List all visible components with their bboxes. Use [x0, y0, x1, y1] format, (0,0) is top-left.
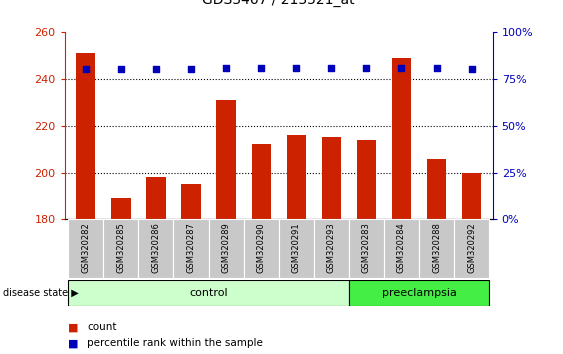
- Bar: [216, 100, 236, 219]
- Point: [222, 65, 231, 70]
- Point: [186, 67, 195, 72]
- Bar: [349, 280, 489, 306]
- Point: [292, 65, 301, 70]
- Point: [151, 67, 160, 72]
- Bar: [138, 219, 173, 278]
- Bar: [252, 144, 271, 219]
- Text: GSM320283: GSM320283: [362, 222, 371, 273]
- Bar: [384, 219, 419, 278]
- Bar: [146, 177, 166, 219]
- Text: preeclampsia: preeclampsia: [382, 288, 457, 298]
- Text: GSM320293: GSM320293: [327, 222, 336, 273]
- Point: [117, 67, 126, 72]
- Bar: [427, 159, 446, 219]
- Bar: [392, 58, 411, 219]
- Bar: [419, 219, 454, 278]
- Text: GDS3467 / 213521_at: GDS3467 / 213521_at: [202, 0, 355, 7]
- Text: GSM320287: GSM320287: [186, 222, 195, 273]
- Text: control: control: [189, 288, 228, 298]
- Text: GSM320292: GSM320292: [467, 222, 476, 273]
- Bar: [244, 219, 279, 278]
- Text: GSM320285: GSM320285: [117, 222, 126, 273]
- Point: [81, 67, 90, 72]
- Point: [257, 65, 266, 70]
- Bar: [349, 219, 384, 278]
- Bar: [76, 53, 96, 219]
- Text: GSM320290: GSM320290: [257, 222, 266, 273]
- Point: [327, 65, 336, 70]
- Bar: [111, 198, 131, 219]
- Bar: [181, 184, 200, 219]
- Bar: [104, 219, 138, 278]
- Point: [397, 65, 406, 70]
- Point: [467, 67, 476, 72]
- Text: ■: ■: [68, 322, 78, 332]
- Point: [432, 65, 441, 70]
- Text: GSM320284: GSM320284: [397, 222, 406, 273]
- Text: disease state ▶: disease state ▶: [3, 288, 79, 298]
- Point: [362, 65, 371, 70]
- Text: GSM320286: GSM320286: [151, 222, 160, 273]
- Bar: [462, 172, 481, 219]
- Bar: [454, 219, 489, 278]
- Text: percentile rank within the sample: percentile rank within the sample: [87, 338, 263, 348]
- Text: count: count: [87, 322, 117, 332]
- Bar: [173, 219, 208, 278]
- Bar: [357, 140, 376, 219]
- Bar: [68, 219, 104, 278]
- Text: GSM320291: GSM320291: [292, 222, 301, 273]
- Bar: [68, 280, 349, 306]
- Bar: [314, 219, 349, 278]
- Text: GSM320289: GSM320289: [222, 222, 231, 273]
- Bar: [208, 219, 244, 278]
- Text: GSM320282: GSM320282: [81, 222, 90, 273]
- Bar: [321, 137, 341, 219]
- Text: GSM320288: GSM320288: [432, 222, 441, 273]
- Bar: [287, 135, 306, 219]
- Text: ■: ■: [68, 338, 78, 348]
- Bar: [279, 219, 314, 278]
